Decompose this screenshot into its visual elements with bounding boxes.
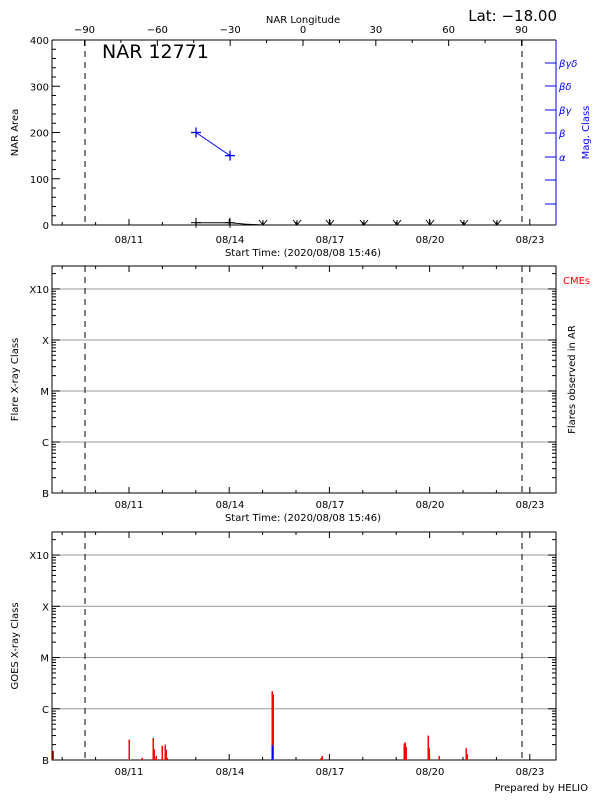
y-tick-label: 100 <box>30 175 49 186</box>
area-series-line <box>196 222 264 226</box>
zero-area-marker <box>292 219 302 226</box>
latitude-label: Lat: −18.00 <box>468 7 557 25</box>
goes-long-spike <box>52 750 54 760</box>
goes-long-spike <box>165 749 167 760</box>
y-tick-label: B <box>42 489 49 500</box>
x-tick-label: 08/23 <box>516 235 545 246</box>
y-axis-label: Flare X-ray Class <box>10 338 21 422</box>
x-tick-label: 08/11 <box>115 235 144 246</box>
panel-flare-class: B C M X X10 Flare X-ray Class 08/11 08/14 08/17 0… <box>10 265 590 524</box>
y-tick-label: C <box>42 705 49 716</box>
goes-long-spike <box>465 748 467 760</box>
panel-nar-area: 0 100 200 300 400 NAR Area −90 −60 −30 0 30 60 90 08/… <box>10 25 592 259</box>
x-tick-label: 08/20 <box>416 500 445 511</box>
top-tick-label: 60 <box>442 25 455 36</box>
y-tick-label: 0 <box>43 221 49 232</box>
x-tick-label: 08/20 <box>416 767 445 778</box>
goes-long-spike <box>166 757 168 760</box>
x-tick-label: 08/11 <box>115 500 144 511</box>
top-tick-label: 30 <box>369 25 382 36</box>
mag-class-label: βγ <box>558 106 572 117</box>
y-axis-label: NAR Area <box>10 109 21 156</box>
y-tick-label: B <box>42 756 49 767</box>
goes-long-spike <box>141 757 143 760</box>
x-tick-label: 08/17 <box>316 235 345 246</box>
zero-area-marker <box>425 219 435 226</box>
region-title: NAR 12771 <box>102 41 209 63</box>
x-tick-label: 08/17 <box>316 767 345 778</box>
x-axis-label: Start Time: (2020/08/08 15:46) <box>225 513 381 524</box>
top-tick-label: −90 <box>74 25 95 36</box>
mag-series-line <box>195 132 231 157</box>
zero-area-marker <box>459 219 469 226</box>
goes-long-spike <box>403 743 405 760</box>
mag-class-label: α <box>559 153 566 164</box>
goes-long-spike <box>155 755 157 760</box>
x-tick-label: 08/14 <box>216 500 245 511</box>
top-tick-label: −30 <box>220 25 241 36</box>
y-tick-label: M <box>40 654 49 665</box>
zero-area-marker <box>359 219 369 226</box>
top-axis-title: NAR Longitude <box>266 15 340 26</box>
y-tick-label: M <box>40 387 49 398</box>
y2-axis-label: Flares observed in AR <box>567 325 578 434</box>
goes-long-spike <box>161 745 163 760</box>
mag-class-label: β <box>558 129 566 140</box>
goes-long-spike <box>271 691 273 760</box>
x-tick-label: 08/23 <box>516 500 545 511</box>
goes-long-spike <box>164 744 166 760</box>
goes-long-spike <box>438 755 440 760</box>
top-tick-label: −60 <box>147 25 168 36</box>
goes-long-spike <box>321 755 323 760</box>
y-tick-label: X10 <box>29 551 49 562</box>
x-tick-label: 08/20 <box>416 235 445 246</box>
x-tick-label: 08/17 <box>316 500 345 511</box>
goes-long-spike <box>152 737 154 760</box>
zero-area-marker <box>325 219 335 226</box>
goes-short-spike <box>271 745 273 760</box>
goes-long-spike <box>153 749 155 760</box>
cme-legend: CMEs <box>563 276 590 287</box>
goes-long-spike <box>272 694 274 760</box>
y-axis-label: GOES X-ray Class <box>10 602 21 689</box>
plot-frame <box>51 265 557 494</box>
y2-axis-label: Mag. Class <box>581 106 592 160</box>
panel-goes-xray: B C M X X10 GOES X-ray Class 08/11 08/14 08/17 08… <box>10 531 557 778</box>
top-tick-label: 0 <box>300 25 306 36</box>
goes-long-spike <box>466 754 468 760</box>
y-tick-label: C <box>42 438 49 449</box>
y-tick-label: 300 <box>30 82 49 93</box>
mag-class-label: βδ <box>558 82 572 93</box>
x-tick-label: 08/11 <box>115 767 144 778</box>
y-tick-label: X10 <box>29 285 49 296</box>
footer-credit: Prepared by HELIO <box>494 783 588 794</box>
zero-area-marker <box>258 219 268 226</box>
zero-area-marker <box>492 219 502 226</box>
mag-class-label: βγδ <box>558 59 577 70</box>
x-tick-label: 08/14 <box>216 767 245 778</box>
goes-long-spike <box>405 746 407 760</box>
x-tick-label: 08/14 <box>216 235 245 246</box>
goes-long-spike <box>128 739 130 760</box>
y-tick-label: 200 <box>30 129 49 140</box>
zero-area-marker <box>392 219 402 226</box>
y-tick-label: X <box>42 336 49 347</box>
y-tick-label: 400 <box>30 36 49 47</box>
x-axis-label: Start Time: (2020/08/08 15:46) <box>225 248 381 259</box>
x-tick-label: 08/23 <box>516 767 545 778</box>
top-tick-label: 90 <box>515 25 528 36</box>
goes-long-spike <box>404 742 406 760</box>
goes-long-spike <box>428 748 430 760</box>
plot-frame <box>51 531 557 761</box>
goes-long-spike <box>320 757 322 760</box>
goes-long-spike <box>427 735 429 760</box>
y-tick-label: X <box>42 602 49 613</box>
